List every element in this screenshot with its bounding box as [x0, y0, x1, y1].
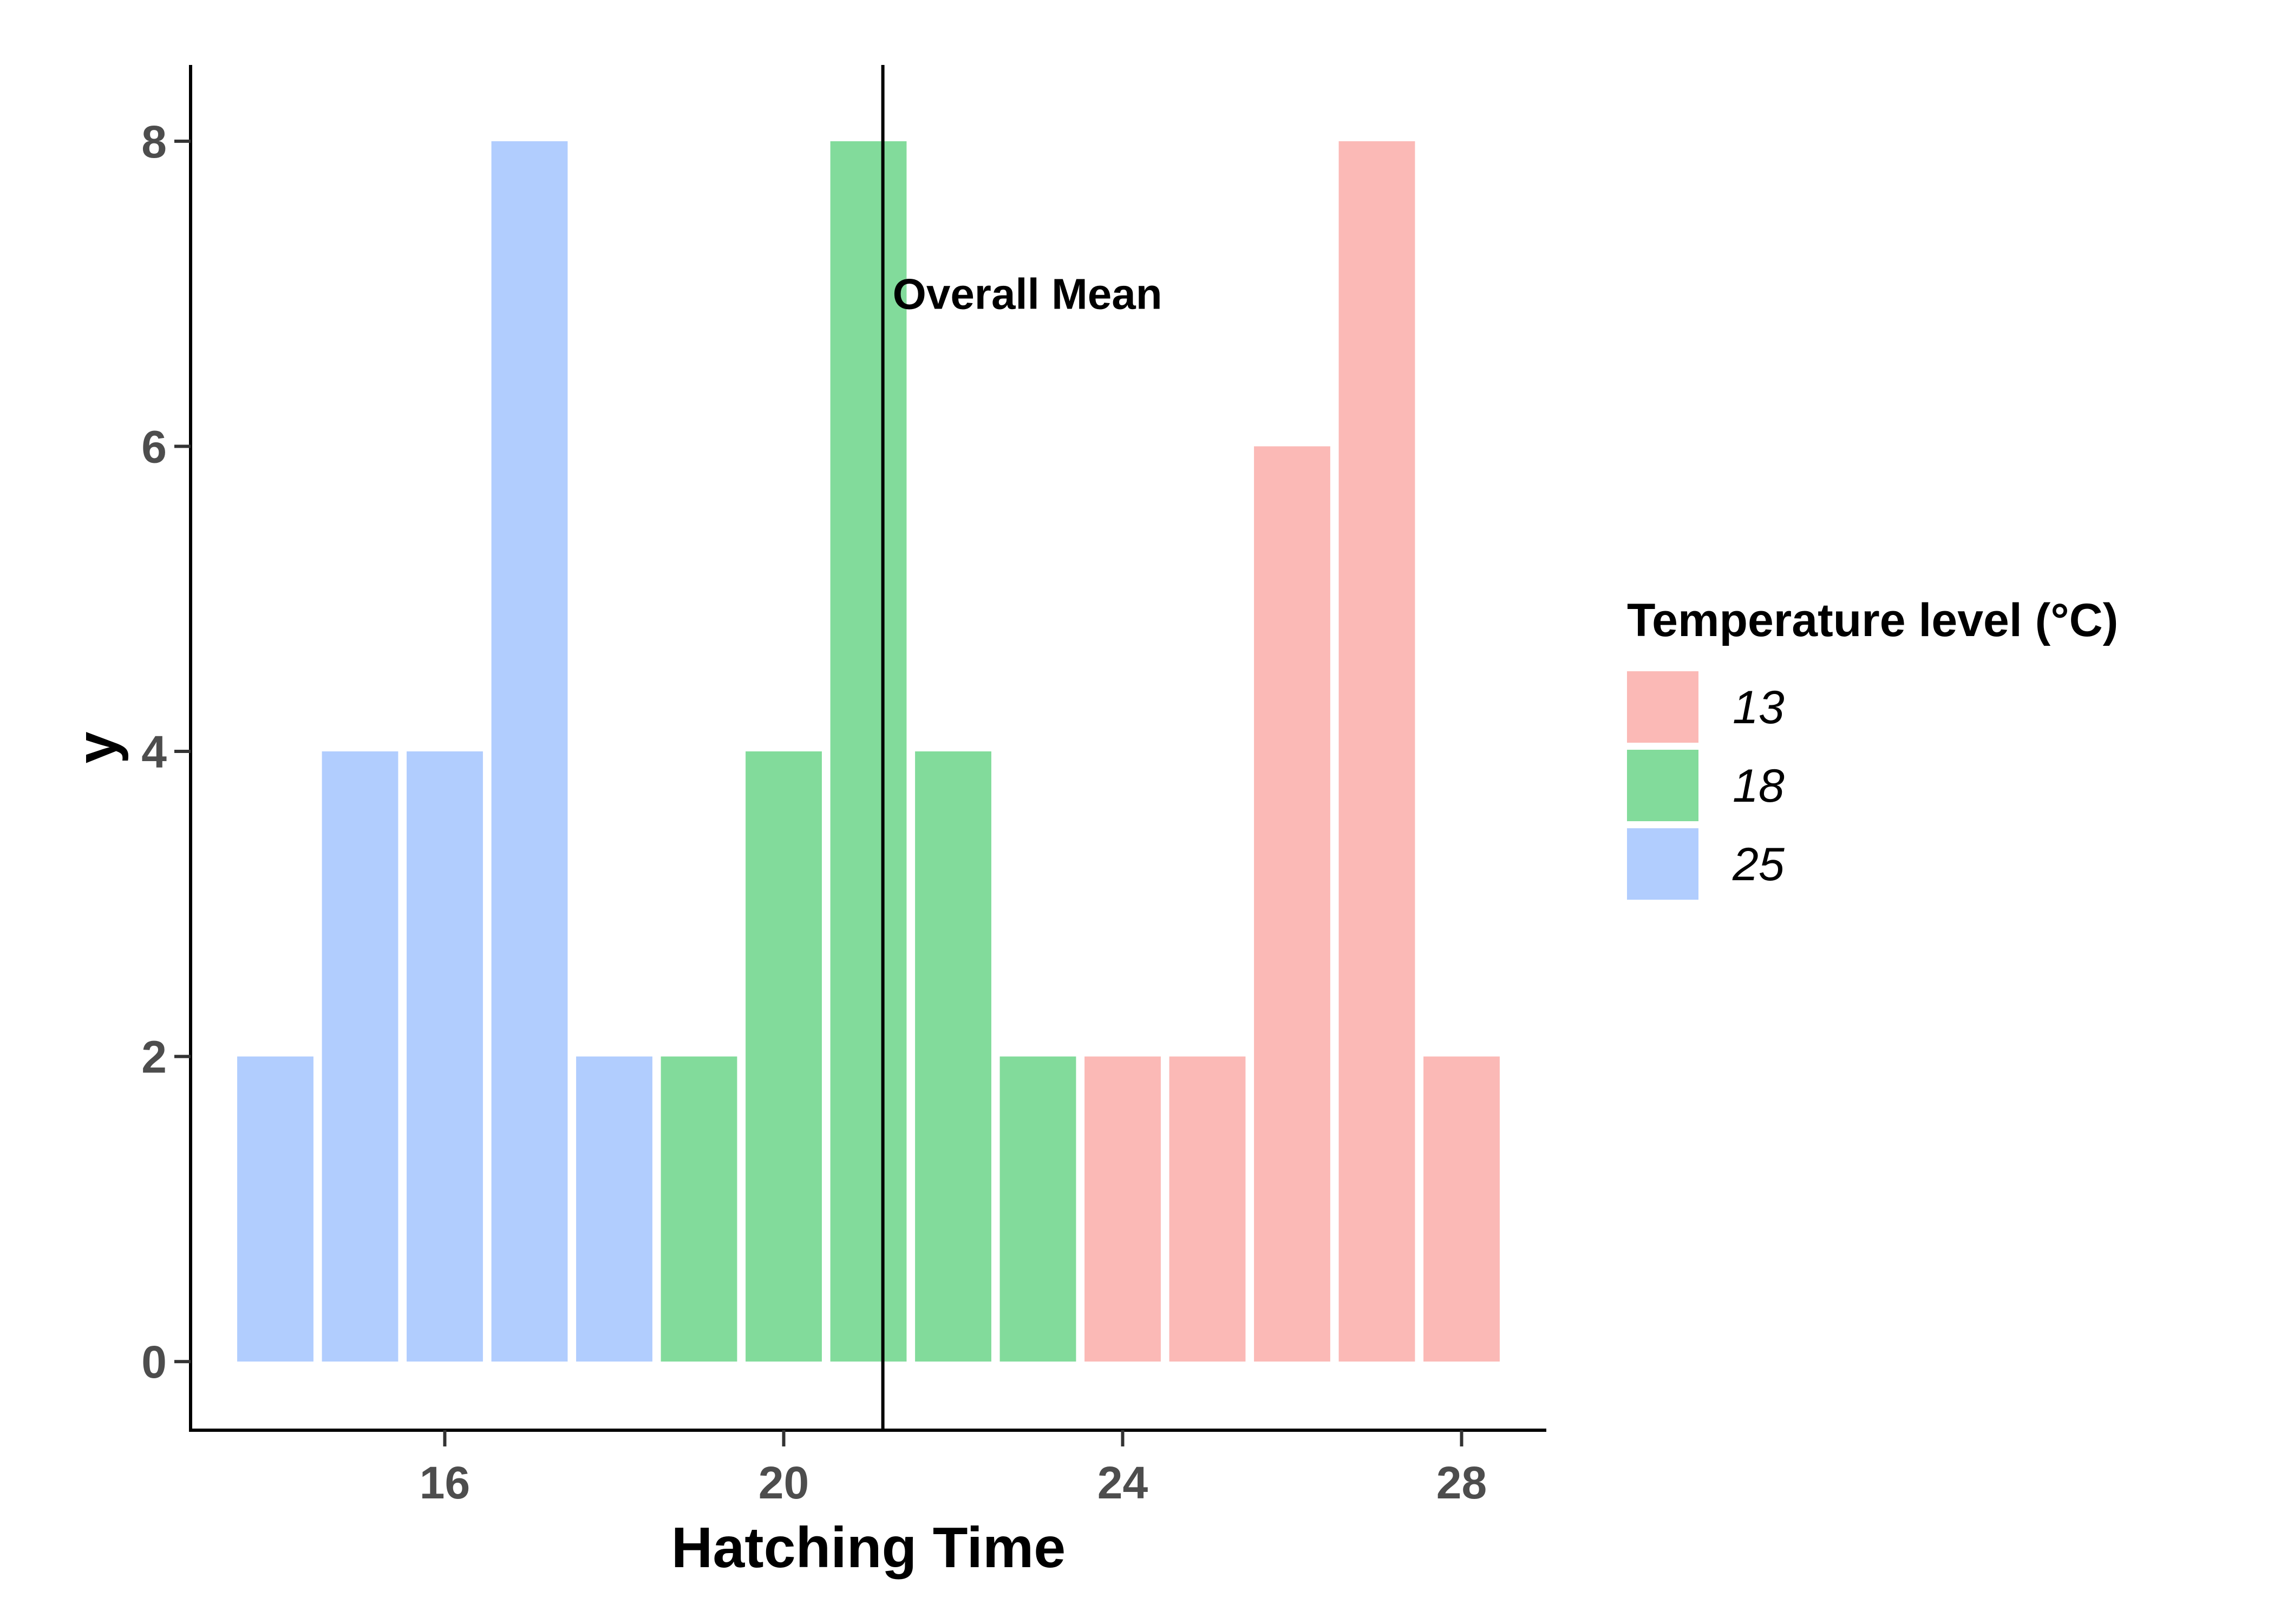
bar-13-27 — [1338, 141, 1415, 1362]
x-tick-label: 28 — [1436, 1457, 1487, 1508]
bar-18-23 — [999, 1056, 1076, 1362]
bar-18-19 — [661, 1056, 737, 1362]
bar-13-28 — [1423, 1056, 1500, 1362]
legend-label-18: 18 — [1733, 760, 1785, 812]
bar-25-14 — [237, 1056, 313, 1362]
legend: Temperature level (°C) 13 18 25 — [1627, 594, 2118, 900]
y-tick-label: 0 — [141, 1337, 167, 1387]
y-tick-label: 6 — [141, 421, 167, 472]
legend-label-25: 25 — [1732, 839, 1785, 890]
axes-layer — [189, 65, 1546, 1432]
y-tick-label: 4 — [141, 726, 167, 777]
x-tick-label: 20 — [759, 1457, 809, 1508]
bar-25-18 — [576, 1056, 652, 1362]
legend-key-25 — [1627, 828, 1698, 900]
axis-titles: Hatching Time y — [65, 731, 1066, 1580]
legend-key-13 — [1627, 671, 1698, 743]
bar-18-20 — [746, 751, 822, 1362]
bar-25-17 — [491, 141, 568, 1362]
legend-key-18 — [1627, 750, 1698, 821]
bar-25-15 — [322, 751, 398, 1362]
y-tick-label: 2 — [141, 1032, 167, 1083]
reference-line-layer: Overall Mean — [881, 65, 1162, 1430]
x-axis-title: Hatching Time — [671, 1516, 1066, 1580]
legend-label-13: 13 — [1733, 682, 1785, 734]
y-axis-title: y — [65, 731, 129, 763]
bar-13-25 — [1169, 1056, 1246, 1362]
bar-13-24 — [1084, 1056, 1161, 1362]
x-tick-label: 24 — [1097, 1457, 1148, 1508]
bar-18-22 — [915, 751, 991, 1362]
y-tick-label: 8 — [141, 116, 167, 167]
bar-13-26 — [1254, 446, 1330, 1362]
overall-mean-label: Overall Mean — [893, 270, 1162, 318]
x-tick-label: 16 — [420, 1457, 470, 1508]
legend-title: Temperature level (°C) — [1627, 594, 2118, 646]
bar-18-21 — [830, 141, 907, 1362]
bar-25-16 — [407, 751, 483, 1362]
bars-layer — [237, 141, 1500, 1362]
